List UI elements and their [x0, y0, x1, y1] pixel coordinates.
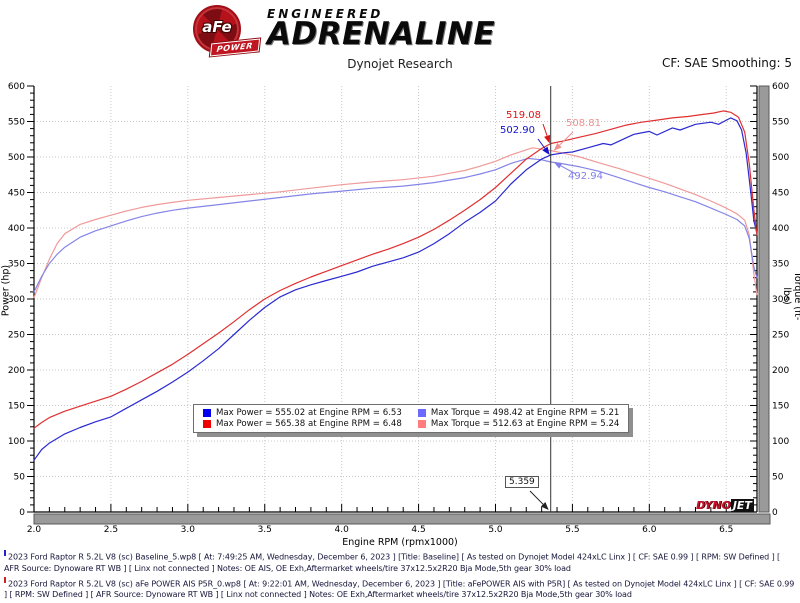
annotation-torque-baseline-at-cursor: 492.94 — [568, 171, 603, 182]
svg-text:0: 0 — [19, 508, 25, 518]
svg-text:2.5: 2.5 — [104, 525, 118, 535]
logo-engineered-text: ENGINEERED — [267, 7, 384, 21]
annotation-torque-afe-at-cursor: 508.81 — [566, 118, 601, 129]
legend-label: Max Power = 555.02 at Engine RPM = 6.53 — [216, 408, 402, 418]
legend-item-torque-afe: Max Torque = 512.63 at Engine RPM = 5.24 — [417, 419, 620, 429]
svg-text:200: 200 — [8, 366, 25, 376]
run-info-line-1: 2023 Ford Raptor R 5.2L V8 (sc) Baseline… — [4, 550, 797, 574]
svg-text:50: 50 — [772, 473, 784, 483]
svg-text:3.0: 3.0 — [181, 525, 196, 535]
run2-color-marker — [4, 576, 6, 583]
vertical-scrollbar[interactable] — [758, 85, 770, 513]
run1-description: 2023 Ford Raptor R 5.2L V8 (sc) Baseline… — [4, 552, 781, 573]
x-axis-title: Engine RPM (rpmx1000) — [342, 537, 458, 548]
svg-text:6.5: 6.5 — [719, 525, 733, 535]
svg-text:100: 100 — [772, 437, 789, 447]
svg-text:400: 400 — [772, 224, 789, 234]
svg-text:4.5: 4.5 — [411, 525, 425, 535]
svg-text:200: 200 — [772, 366, 789, 376]
plot-canvas: 0 0 50 50 100 100 150 150 200 200 250 250 300 300 350 3… — [8, 82, 790, 535]
legend-item-power-baseline: Max Power = 555.02 at Engine RPM = 6.53 — [203, 408, 402, 418]
legend-label: Max Torque = 512.63 at Engine RPM = 5.24 — [430, 419, 620, 429]
legend-label: Max Power = 565.38 at Engine RPM = 6.48 — [216, 419, 402, 429]
svg-text:6.0: 6.0 — [642, 525, 657, 535]
chart-legend[interactable]: Max Power = 555.02 at Engine RPM = 6.53 … — [193, 404, 630, 433]
curve-afe-power-ais-power — [33, 110, 758, 429]
svg-text:500: 500 — [772, 153, 789, 163]
logo-wordmark: ENGINEERED ADRENALINE — [267, 7, 496, 52]
svg-text:300: 300 — [772, 295, 789, 305]
curve-baseline-power — [33, 117, 758, 461]
curve-baseline-torque — [33, 157, 758, 293]
svg-text:300: 300 — [8, 295, 25, 305]
dynojet-watermark-jet: JET — [730, 499, 754, 512]
afe-logo-text: aFe — [202, 18, 232, 36]
svg-text:450: 450 — [8, 189, 25, 199]
run1-color-marker — [4, 550, 6, 556]
svg-text:350: 350 — [8, 260, 25, 270]
svg-text:150: 150 — [772, 402, 789, 412]
legend-swatch-power-afe — [203, 420, 211, 428]
svg-text:5.5: 5.5 — [565, 525, 579, 535]
svg-text:3.5: 3.5 — [258, 525, 272, 535]
svg-text:350: 350 — [772, 260, 789, 270]
left-axis-title: Power (hp) — [0, 264, 12, 317]
svg-text:5.0: 5.0 — [488, 525, 503, 535]
horizontal-scrollbar[interactable] — [33, 513, 771, 525]
svg-text:500: 500 — [8, 153, 25, 163]
legend-swatch-torque-baseline — [417, 409, 426, 417]
smoothing-setting-label: CF: SAE Smoothing: 5 — [661, 56, 792, 70]
dyno-chart: 0 0 50 50 100 100 150 150 200 200 250 250 300 300 350 3… — [0, 80, 800, 550]
page-title: Dynojet Research — [347, 57, 453, 71]
legend-swatch-power-baseline — [203, 409, 211, 417]
svg-text:2.0: 2.0 — [27, 525, 42, 535]
afe-power-banner: POWER — [210, 38, 261, 57]
annotation-power-baseline-at-cursor: 502.90 — [500, 125, 535, 136]
svg-text:600: 600 — [772, 82, 789, 92]
svg-text:100: 100 — [8, 437, 25, 447]
afe-logo: aFe POWER ENGINEERED ADRENALINE — [193, 5, 496, 57]
legend-label: Max Torque = 498.42 at Engine RPM = 5.21 — [430, 408, 620, 418]
svg-text:0: 0 — [772, 508, 778, 518]
legend-item-power-afe: Max Power = 565.38 at Engine RPM = 6.48 — [203, 419, 402, 429]
afe-logo-circle: aFe POWER — [193, 5, 261, 57]
svg-text:250: 250 — [772, 331, 789, 341]
legend-swatch-torque-afe — [417, 420, 426, 428]
svg-text:550: 550 — [8, 118, 25, 128]
run-info-footer: 2023 Ford Raptor R 5.2L V8 (sc) Baseline… — [4, 550, 797, 603]
svg-text:4.0: 4.0 — [334, 525, 349, 535]
svg-text:250: 250 — [8, 331, 25, 341]
svg-text:550: 550 — [772, 118, 789, 128]
dynojet-watermark: DYNO JET — [696, 499, 754, 512]
curve-afe-power-ais-torque — [33, 147, 758, 299]
legend-item-torque-baseline: Max Torque = 498.42 at Engine RPM = 5.21 — [417, 408, 620, 418]
run2-description: 2023 Ford Raptor R 5.2L V8 (sc) aFe POWE… — [4, 579, 795, 600]
logo-adrenaline-text: ADRENALINE — [267, 16, 496, 52]
cursor-rpm-readout[interactable]: 5.359 — [505, 476, 539, 488]
svg-text:150: 150 — [8, 402, 25, 412]
svg-text:450: 450 — [772, 189, 789, 199]
run-info-line-2: 2023 Ford Raptor R 5.2L V8 (sc) aFe POWE… — [4, 576, 797, 601]
dynojet-watermark-dyno: DYNO — [696, 499, 731, 512]
svg-text:600: 600 — [8, 82, 25, 92]
svg-text:400: 400 — [8, 224, 25, 234]
right-axis-title: Torque (ft-lbs) — [781, 271, 800, 321]
svg-text:50: 50 — [14, 473, 26, 483]
annotation-power-afe-at-cursor: 519.08 — [506, 110, 541, 121]
